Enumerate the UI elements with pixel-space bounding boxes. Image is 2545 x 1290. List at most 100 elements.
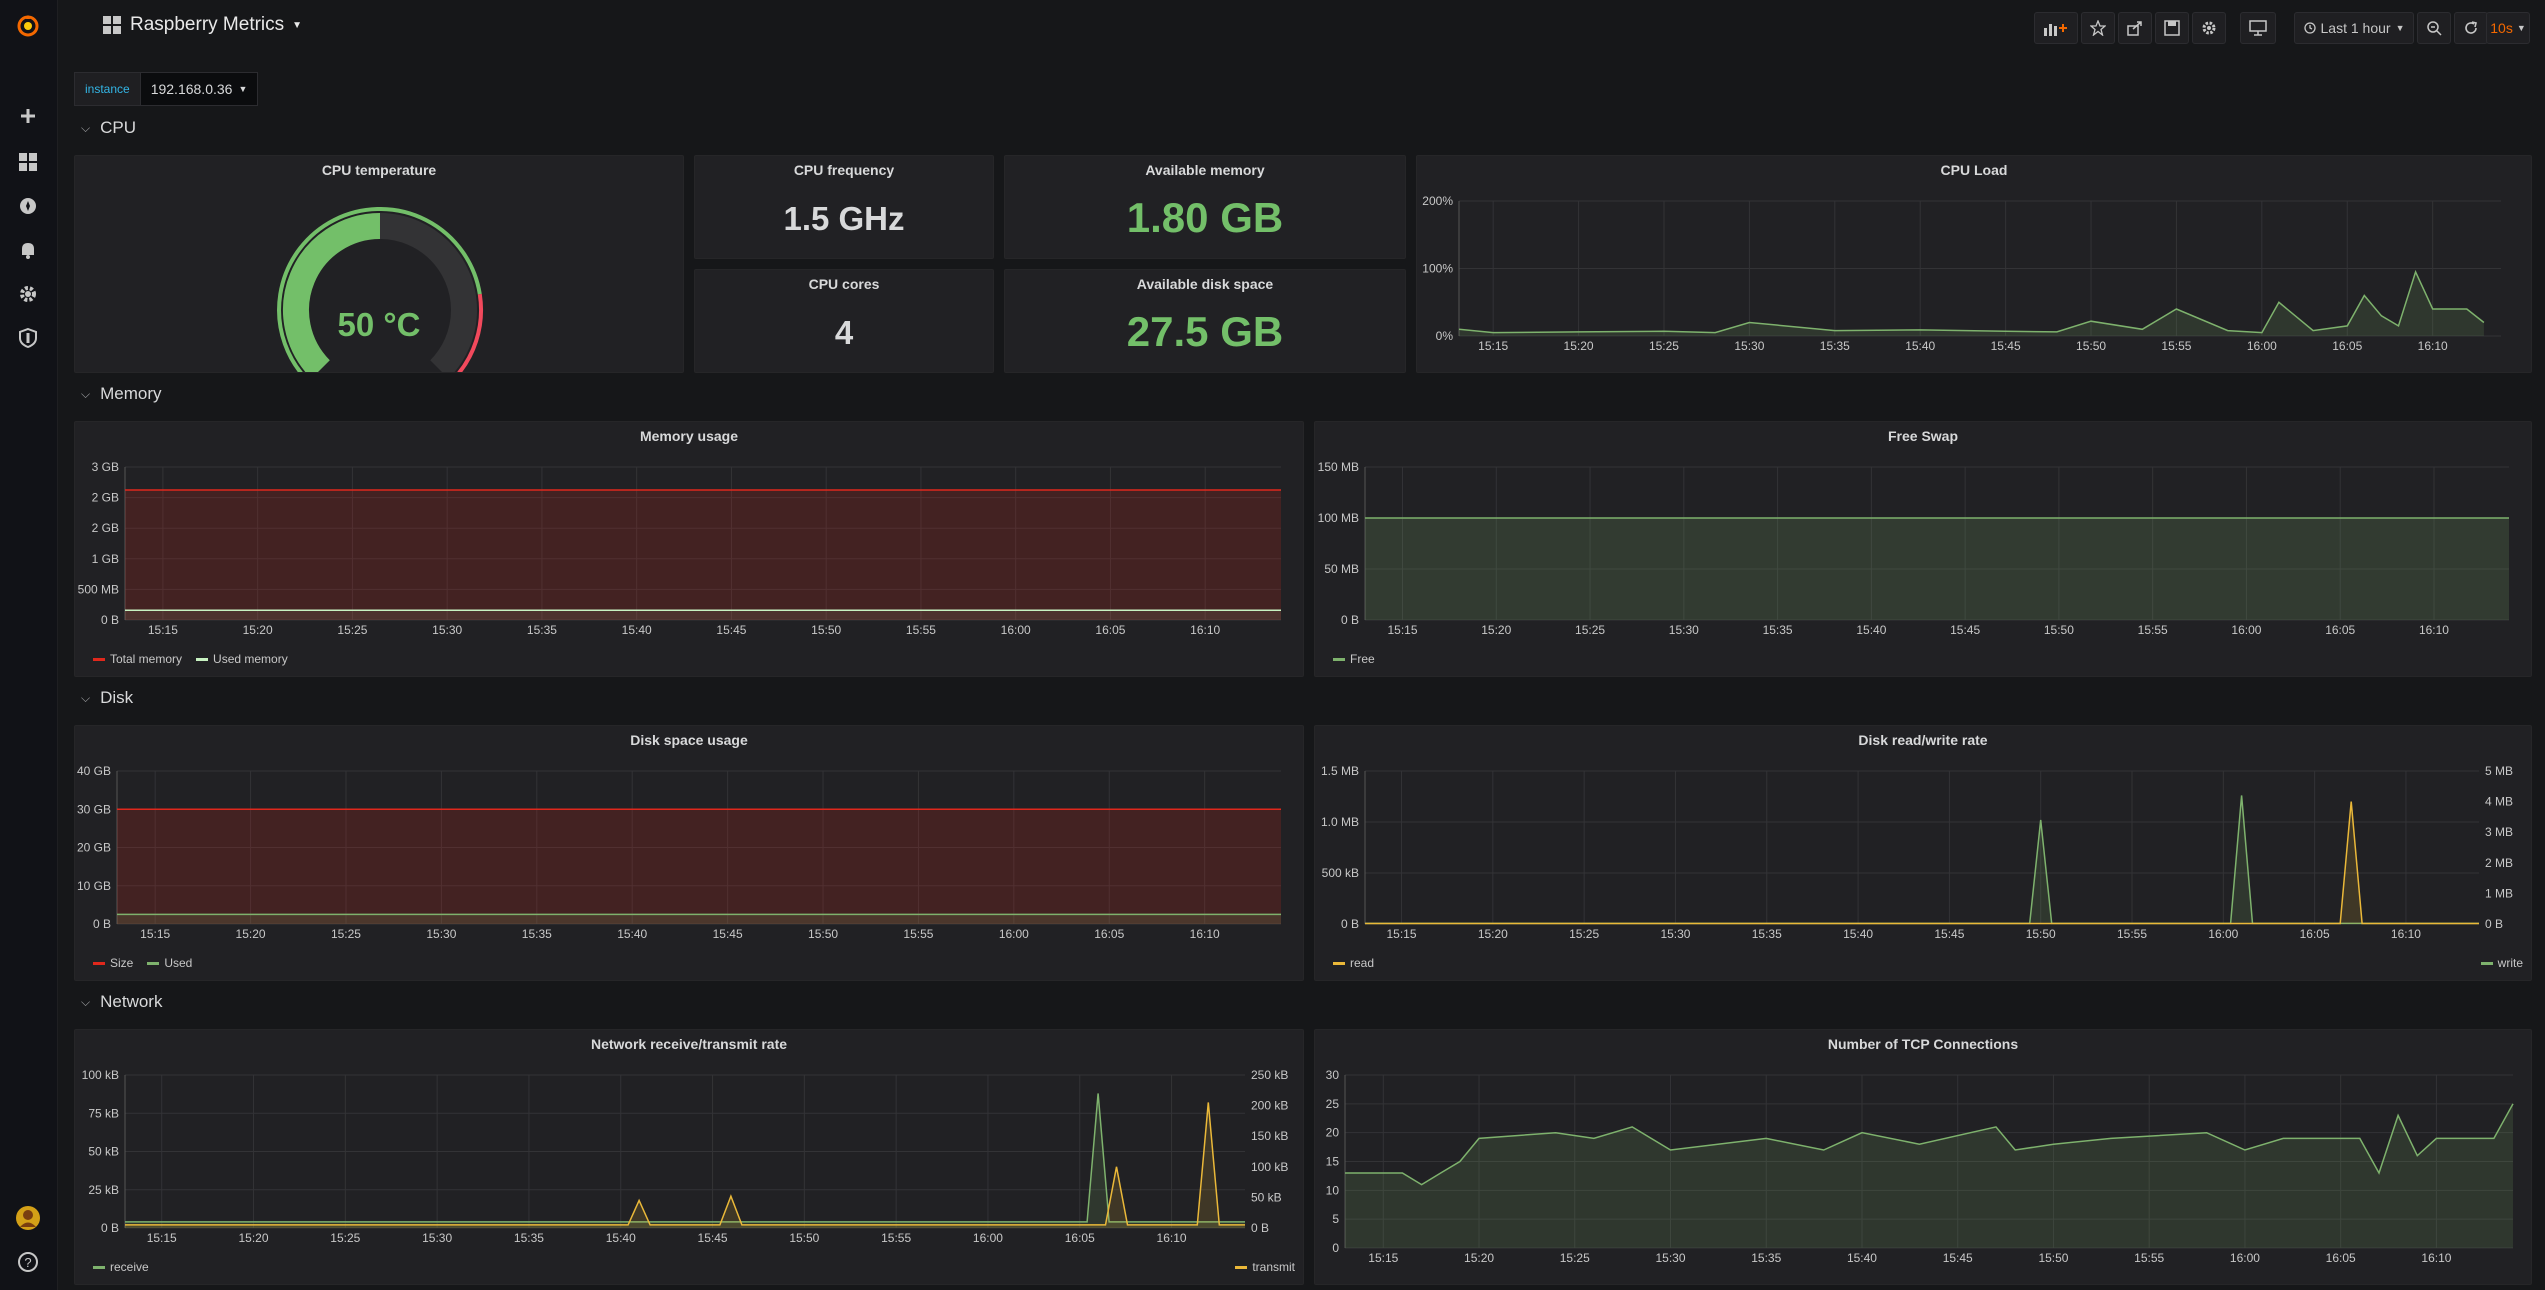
save-icon — [2164, 20, 2180, 36]
y-tick-label: 50 kB — [88, 1145, 119, 1159]
user-avatar-icon[interactable] — [14, 1204, 42, 1232]
y-tick-label: 20 GB — [77, 841, 111, 855]
y-tick-label: 2 GB — [92, 491, 119, 505]
settings-button[interactable] — [2192, 12, 2226, 44]
plus-icon[interactable] — [14, 102, 42, 130]
x-tick-label: 16:05 — [1095, 623, 1125, 637]
row-network[interactable]: ⌵ Network — [81, 992, 162, 1012]
explore-compass-icon[interactable] — [14, 192, 42, 220]
legend-item[interactable]: Used — [147, 956, 192, 970]
zoom-out-button[interactable] — [2417, 12, 2451, 44]
dashboard-picker[interactable]: Raspberry Metrics ▼ — [102, 14, 302, 36]
alerting-bell-icon[interactable] — [14, 236, 42, 264]
x-tick-label: 15:45 — [1950, 623, 1980, 637]
y-tick-label: 10 GB — [77, 879, 111, 893]
chart-legend-right: write — [2480, 956, 2523, 970]
legend-item[interactable]: Free — [1333, 652, 1375, 666]
caret-down-icon: ▼ — [238, 84, 248, 94]
add-panel-button[interactable] — [2034, 12, 2078, 44]
panel-title: CPU Load — [1940, 162, 2008, 178]
y-right-tick-label: 150 kB — [1251, 1129, 1288, 1143]
x-tick-label: 15:15 — [148, 623, 178, 637]
panel-title: Memory usage — [639, 428, 739, 444]
panel-cpu-temperature[interactable]: CPU temperature 50 °C — [74, 155, 684, 373]
panel-network-rate[interactable]: Network receive/transmit rate 15:15 15:20… — [74, 1029, 1304, 1285]
legend-label: Used — [164, 956, 193, 970]
y-right-tick-label: 3 MB — [2485, 825, 2513, 839]
x-tick-label: 16:10 — [2419, 623, 2449, 637]
refresh-interval-picker[interactable]: 10s ▼ — [2486, 12, 2530, 44]
disk-write-series-area — [1365, 795, 2479, 924]
configuration-gear-icon[interactable] — [14, 280, 42, 308]
legend-item[interactable]: Used memory — [196, 652, 288, 666]
x-tick-label: 15:50 — [2044, 623, 2074, 637]
legend-item[interactable]: Size — [93, 956, 133, 970]
legend-swatch — [1333, 961, 1345, 965]
zoom-out-icon — [2427, 21, 2442, 36]
network-receive-series-line — [125, 1093, 1245, 1223]
help-icon[interactable]: ? — [14, 1248, 42, 1276]
x-tick-label: 15:20 — [1478, 927, 1508, 941]
panel-cpu-frequency[interactable]: CPU frequency 1.5 GHz — [694, 155, 994, 259]
legend-item[interactable]: receive — [93, 1260, 149, 1274]
grafana-logo-icon[interactable] — [14, 12, 42, 40]
x-tick-label: 15:40 — [617, 927, 647, 941]
legend-label: receive — [110, 1260, 149, 1274]
row-memory[interactable]: ⌵ Memory — [81, 384, 162, 404]
share-button[interactable] — [2118, 12, 2152, 44]
x-tick-label: 16:00 — [2247, 339, 2277, 353]
tcp-connections-chart: 15:15 15:20 15:25 15:30 15:35 15:40 15:45 15:50… — [1326, 1068, 2514, 1265]
star-button[interactable] — [2081, 12, 2115, 44]
x-tick-label: 15:55 — [906, 623, 936, 637]
legend-item[interactable]: read — [1333, 956, 1374, 970]
x-tick-label: 15:35 — [1763, 623, 1793, 637]
template-variables: instance 192.168.0.36 ▼ — [74, 72, 259, 106]
dashboards-icon[interactable] — [14, 148, 42, 176]
x-tick-label: 15:30 — [1660, 927, 1690, 941]
x-tick-label: 16:00 — [2230, 1251, 2260, 1265]
x-tick-label: 16:05 — [1065, 1231, 1095, 1245]
x-tick-label: 15:35 — [527, 623, 557, 637]
refresh-button[interactable] — [2454, 12, 2488, 44]
x-tick-label: 15:35 — [522, 927, 552, 941]
cpu-temperature-value: 50 °C — [337, 306, 421, 343]
panel-title: Network receive/transmit rate — [590, 1036, 788, 1052]
x-tick-label: 16:10 — [1190, 927, 1220, 941]
panel-cpu-cores[interactable]: CPU cores 4 — [694, 269, 994, 373]
y-right-tick-label: 200 kB — [1251, 1099, 1288, 1113]
instance-variable-dropdown[interactable]: 192.168.0.36 ▼ — [140, 72, 259, 106]
panel-available-disk-space[interactable]: Available disk space 27.5 GB — [1004, 269, 1406, 373]
row-cpu[interactable]: ⌵ CPU — [81, 118, 136, 138]
y-tick-label: 20 — [1326, 1126, 1340, 1140]
panel-memory-usage[interactable]: Memory usage 15:15 15:20 15:25 15:30 15:35 15… — [74, 421, 1304, 677]
x-tick-label: 15:45 — [713, 927, 743, 941]
x-tick-label: 15:15 — [1387, 623, 1417, 637]
x-tick-label: 15:15 — [1387, 927, 1417, 941]
y-right-tick-label: 0 B — [1251, 1221, 1269, 1235]
y-tick-label: 3 GB — [92, 460, 119, 474]
tv-mode-button[interactable] — [2240, 12, 2276, 44]
legend-item[interactable]: Total memory — [93, 652, 182, 666]
row-disk[interactable]: ⌵ Disk — [81, 688, 133, 708]
x-tick-label: 16:10 — [1190, 623, 1220, 637]
server-admin-shield-icon[interactable] — [14, 324, 42, 352]
panel-tcp-connections[interactable]: Number of TCP Connections 15:15 15:20 15:2… — [1314, 1029, 2532, 1285]
network-rate-chart: 15:15 15:20 15:25 15:30 15:35 15:40 15:45 15:50… — [82, 1068, 1289, 1245]
x-tick-label: 16:10 — [2391, 927, 2421, 941]
panel-disk-read-write-rate[interactable]: Disk read/write rate 15:15 15:20 15:25 15:3… — [1314, 725, 2532, 981]
tcp-series-line — [1345, 1103, 2514, 1186]
time-picker[interactable]: Last 1 hour ▼ — [2294, 12, 2414, 44]
panel-available-memory[interactable]: Available memory 1.80 GB — [1004, 155, 1406, 259]
y-tick-label: 25 — [1326, 1097, 1340, 1111]
save-button[interactable] — [2155, 12, 2189, 44]
legend-item[interactable]: transmit — [1235, 1260, 1295, 1274]
panel-free-swap[interactable]: Free Swap 15:15 15:20 15:25 15:30 15:35 15:40… — [1314, 421, 2532, 677]
used-memory-series-area — [125, 610, 1281, 620]
available-disk-value: 27.5 GB — [1126, 308, 1284, 355]
panel-cpu-load[interactable]: CPU Load 15:15 15:20 15:25 15:30 15:35 15:40 1… — [1416, 155, 2532, 373]
legend-label: transmit — [1252, 1260, 1295, 1274]
panel-disk-space-usage[interactable]: Disk space usage 15:15 15:20 15:25 15:30 15:… — [74, 725, 1304, 981]
x-tick-label: 15:20 — [1464, 1251, 1494, 1265]
legend-item[interactable]: write — [2480, 956, 2523, 970]
y-tick-label: 40 GB — [77, 764, 111, 778]
